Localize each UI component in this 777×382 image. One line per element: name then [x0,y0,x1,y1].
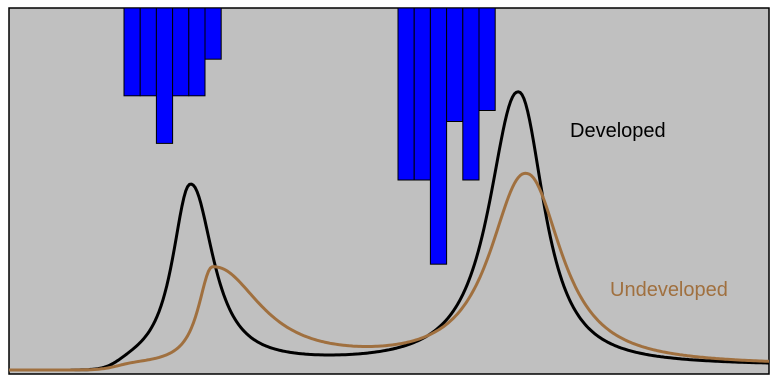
plot-background [8,7,770,375]
undeveloped-label: Undeveloped [610,279,728,301]
rainfall-bars [123,7,496,265]
rain-bar [429,7,448,265]
rain-bar [188,7,206,97]
rain-bar [139,7,157,97]
rain-bar [446,7,464,122]
rain-bar [155,7,174,144]
rain-bar [397,7,415,181]
developed-label: Developed [570,120,666,142]
hydrograph-curves [9,90,769,372]
developed-curve [9,90,769,372]
rain-bar [413,7,431,181]
rain-bar [204,7,222,60]
rain-bar [478,7,496,111]
undeveloped-curve [9,171,769,372]
rain-bar [172,7,190,97]
rain-bar [462,7,480,181]
rain-bar [123,7,141,97]
